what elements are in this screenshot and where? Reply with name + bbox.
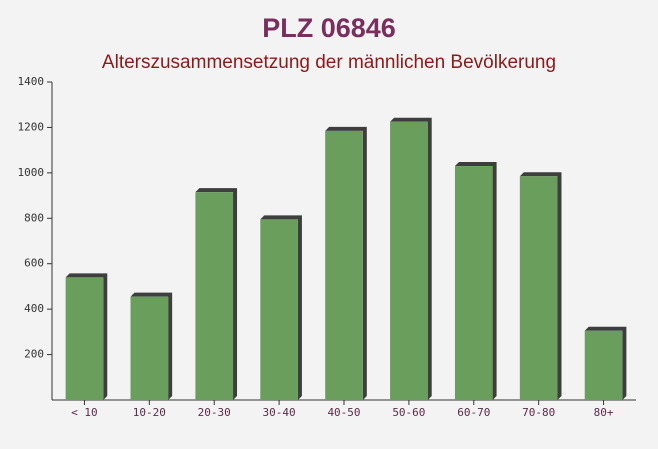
x-tick-label: 10-20 — [133, 406, 166, 419]
y-tick-label: 1400 — [18, 75, 45, 88]
bar — [260, 219, 298, 400]
x-tick-label: 70-80 — [522, 406, 555, 419]
bar — [195, 192, 234, 400]
bar — [65, 277, 104, 400]
x-tick-label: 40-50 — [327, 406, 360, 419]
y-tick-label: 600 — [24, 257, 44, 270]
chart-title: PLZ 06846 — [262, 13, 396, 43]
y-tick-label: 200 — [24, 348, 44, 361]
bar — [130, 296, 169, 400]
x-tick-label: < 10 — [71, 406, 98, 419]
bar — [584, 330, 623, 400]
bar — [390, 121, 428, 400]
y-tick-label: 1200 — [18, 120, 45, 133]
x-tick-label: 60-70 — [457, 406, 490, 419]
bar — [519, 176, 558, 400]
y-tick-label: 800 — [24, 211, 44, 224]
x-tick-label: 30-40 — [263, 406, 296, 419]
bar — [454, 166, 493, 400]
y-tick-label: 1000 — [18, 166, 45, 179]
x-tick-label: 80+ — [594, 406, 614, 419]
x-tick-label: 50-60 — [392, 406, 425, 419]
x-tick-label: 20-30 — [198, 406, 231, 419]
y-tick-label: 400 — [24, 302, 44, 315]
chart-subtitle: Alterszusammensetzung der männlichen Bev… — [102, 52, 556, 73]
bar — [325, 130, 363, 401]
